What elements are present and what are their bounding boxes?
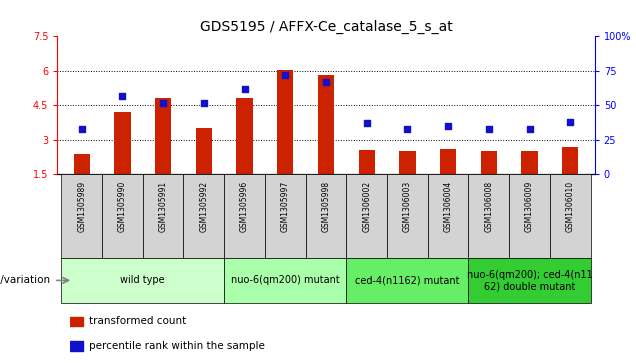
Bar [347,174,387,258]
Title: GDS5195 / AFFX-Ce_catalase_5_s_at: GDS5195 / AFFX-Ce_catalase_5_s_at [200,20,452,34]
Bar [469,174,509,258]
Text: GSM1306009: GSM1306009 [525,181,534,232]
Point [565,119,576,125]
Bar [305,174,347,258]
Point [76,126,86,132]
Text: GSM1305996: GSM1305996 [240,181,249,232]
Point [443,123,453,129]
Text: GSM1306008: GSM1306008 [484,181,494,232]
Text: GSM1305991: GSM1305991 [158,181,168,232]
Bar [114,112,130,174]
Point [280,72,290,78]
Point [362,120,372,126]
Point [117,93,127,98]
Bar [347,258,469,303]
Bar [183,174,224,258]
Text: GSM1305992: GSM1305992 [199,181,209,232]
Bar [550,174,591,258]
Text: GSM1305998: GSM1305998 [321,181,331,232]
Bar [224,258,347,303]
Point [239,86,249,91]
Bar [469,258,591,303]
Bar [70,341,83,351]
Bar [102,174,142,258]
Bar [70,317,83,326]
Bar [142,174,183,258]
Bar [399,151,415,174]
Bar [509,174,550,258]
Text: GSM1306004: GSM1306004 [443,181,453,232]
Text: transformed count: transformed count [89,317,186,326]
Bar [74,154,90,174]
Point [321,79,331,85]
Text: GSM1306003: GSM1306003 [403,181,412,232]
Bar [359,150,375,174]
Text: wild type: wild type [120,276,165,285]
Bar [318,76,334,174]
Text: GSM1305990: GSM1305990 [118,181,127,232]
Bar [196,128,212,174]
Bar [265,174,305,258]
Text: GSM1306010: GSM1306010 [566,181,575,232]
Text: GSM1305989: GSM1305989 [77,181,86,232]
Bar [387,174,428,258]
Bar [237,98,252,174]
Point [403,126,413,132]
Text: GSM1306002: GSM1306002 [362,181,371,232]
Bar [61,174,102,258]
Text: genotype/variation: genotype/variation [0,276,51,285]
Text: percentile rank within the sample: percentile rank within the sample [89,341,265,351]
Text: nuo-6(qm200); ced-4(n11
62) double mutant: nuo-6(qm200); ced-4(n11 62) double mutan… [467,270,592,291]
Bar [522,151,537,174]
Bar [61,258,224,303]
Point [484,126,494,132]
Point [198,99,209,105]
Bar [440,149,456,174]
Text: nuo-6(qm200) mutant: nuo-6(qm200) mutant [231,276,340,285]
Point [525,126,535,132]
Point [158,99,168,105]
Text: GSM1305997: GSM1305997 [280,181,290,232]
Bar [562,147,578,174]
Bar [277,70,293,174]
Bar [155,98,171,174]
Text: ced-4(n1162) mutant: ced-4(n1162) mutant [355,276,460,285]
Bar [481,151,497,174]
Bar [428,174,469,258]
Bar [224,174,265,258]
